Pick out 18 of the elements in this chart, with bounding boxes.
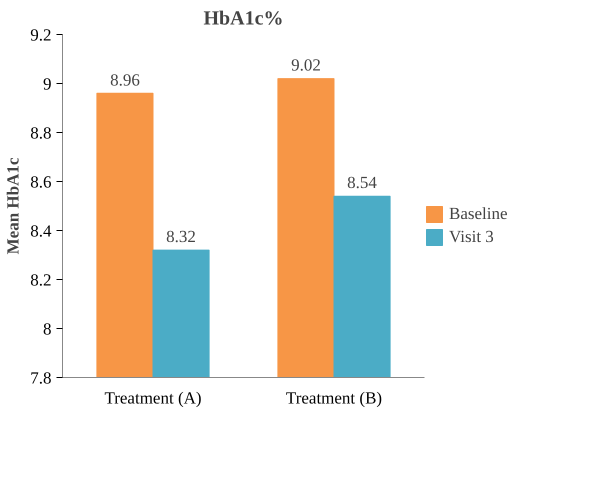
y-tick-label: 8.2	[30, 270, 52, 290]
y-tick-label: 7.8	[30, 368, 52, 388]
x-tick-label: Treatment (B)	[286, 388, 382, 408]
y-tick-label: 8.6	[30, 172, 52, 192]
y-tick-label: 9.2	[30, 26, 52, 44]
legend-label: Baseline	[449, 204, 508, 224]
y-axis-title: Mean HbA1c	[3, 157, 22, 254]
data-label: 8.32	[166, 227, 196, 246]
data-label: 9.02	[291, 56, 321, 75]
data-label: 8.54	[347, 173, 378, 192]
y-tick-label: 8.8	[30, 124, 52, 142]
x-tick-label: Treatment (A)	[104, 388, 202, 408]
y-tick-label: 8	[43, 320, 52, 338]
y-tick-label: 9	[43, 74, 52, 94]
legend-label: Visit 3	[449, 227, 494, 247]
chart-title: HbA1c%	[204, 8, 284, 30]
y-tick-label: 8.4	[30, 222, 52, 240]
data-label: 8.96	[110, 70, 140, 90]
